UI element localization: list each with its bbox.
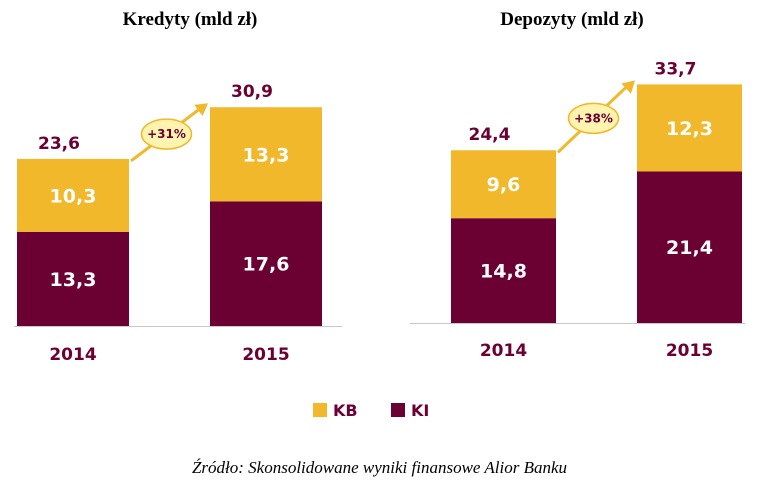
bar-segment-ki (637, 171, 742, 323)
data-label-ki: 13,3 (50, 269, 97, 291)
legend-label-kb: KB (333, 401, 358, 420)
chart-title: Kredyty (mld zł) (123, 9, 258, 30)
bar-segment-kb (210, 107, 322, 202)
total-label: 33,7 (655, 59, 697, 79)
bar-segment-ki (210, 201, 322, 326)
legend: KB KI (313, 401, 429, 420)
data-label-ki: 17,6 (243, 254, 290, 276)
growth-arrow-head (621, 80, 635, 94)
x-tick-label: 2015 (666, 341, 713, 361)
growth-label: +31% (147, 127, 186, 141)
growth-bubble (567, 102, 620, 135)
data-label-kb: 9,6 (487, 174, 521, 196)
data-label-kb: 10,3 (50, 185, 97, 207)
data-label-kb: 13,3 (243, 144, 290, 166)
growth-bubble (140, 118, 193, 150)
growth-label: +38% (574, 111, 613, 125)
total-label: 30,9 (231, 82, 273, 102)
source-note: Źródło: Skonsolidowane wyniki finansowe … (191, 458, 568, 477)
total-label: 24,4 (469, 125, 511, 145)
chart-title: Depozyty (mld zł) (500, 9, 644, 30)
data-label-ki: 21,4 (666, 237, 713, 259)
chart-0: Kredyty (mld zł) 13,3 10,3 23,6 2014 17,6 13,3… (14, 9, 342, 365)
bar-segment-ki (451, 218, 556, 323)
data-label-kb: 12,3 (666, 118, 713, 140)
x-tick-label: 2015 (242, 345, 289, 365)
bar-segment-kb (637, 84, 742, 172)
chart-1: Depozyty (mld zł) 14,8 9,6 24,4 2014 21,4 12,3… (410, 9, 745, 361)
bar-segment-kb (451, 150, 556, 219)
legend-swatch-ki (391, 403, 405, 417)
x-tick-label: 2014 (480, 341, 527, 361)
legend-swatch-kb (313, 403, 327, 417)
growth-arrow-head (194, 103, 208, 117)
data-label-ki: 14,8 (480, 261, 527, 283)
legend-label-ki: KI (411, 401, 429, 420)
x-tick-label: 2014 (49, 345, 96, 365)
total-label: 23,6 (38, 134, 80, 154)
bar-segment-kb (17, 158, 129, 232)
bar-segment-ki (17, 231, 129, 326)
